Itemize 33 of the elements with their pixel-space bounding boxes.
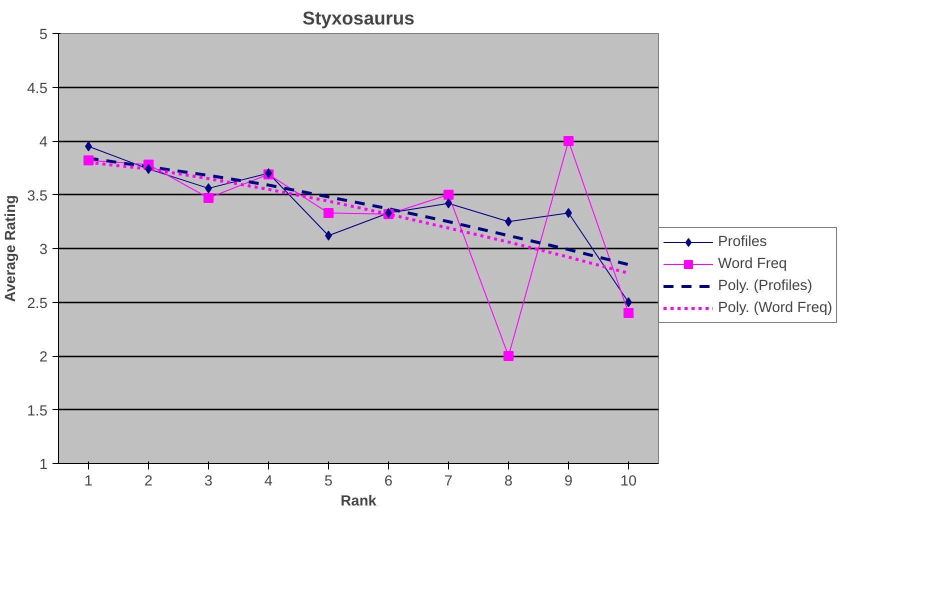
y-tick-label: 4 <box>39 134 48 150</box>
legend-label: Poly. (Word Freq) <box>718 300 832 316</box>
y-tick-label: 5 <box>39 27 48 43</box>
x-tick-label: 7 <box>444 474 453 490</box>
y-axis-title: Average Rating <box>3 195 20 302</box>
legend-label: Word Freq <box>718 256 787 272</box>
x-tick-label: 2 <box>144 474 153 490</box>
point <box>84 155 94 166</box>
x-tick-label: 1 <box>84 474 93 490</box>
x-tick-label: 6 <box>384 474 393 490</box>
y-tick-label: 1 <box>39 457 48 473</box>
x-tick-label: 9 <box>564 474 573 490</box>
point <box>504 351 514 361</box>
x-tick-label: 5 <box>324 474 333 490</box>
y-tick-label: 2.5 <box>27 296 48 312</box>
chart-title: Styxosaurus <box>302 8 414 28</box>
x-tick-label: 8 <box>504 474 513 490</box>
point <box>624 308 634 318</box>
x-tick-label: 3 <box>204 474 213 490</box>
point <box>444 190 454 200</box>
x-tick-label: 10 <box>620 474 637 490</box>
point <box>204 192 214 203</box>
y-tick-label: 2 <box>39 350 48 366</box>
legend-label: Poly. (Profiles) <box>718 278 812 294</box>
y-tick-label: 3 <box>39 242 48 258</box>
y-tick-label: 1.5 <box>27 403 48 420</box>
y-tick-label: 4.5 <box>27 80 48 97</box>
legend-label: Profiles <box>718 234 767 250</box>
point <box>564 136 574 146</box>
x-tick-label: 4 <box>264 474 273 490</box>
point <box>324 208 334 218</box>
x-axis-title: Rank <box>340 494 378 510</box>
y-tick-label: 3.5 <box>27 188 48 204</box>
